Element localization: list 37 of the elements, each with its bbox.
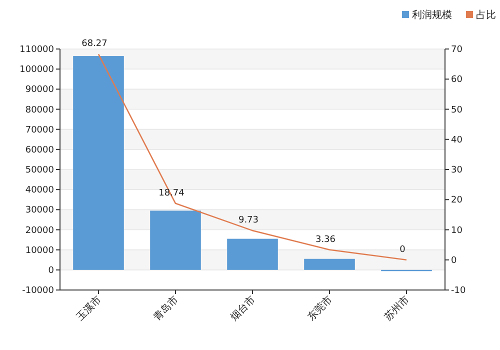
bar [150,210,201,270]
y2-tick-label: 70 [451,45,463,55]
y-tick-label: 50000 [25,166,54,176]
y-tick-label: 110000 [20,45,54,55]
bar [304,258,355,270]
bar [227,238,278,270]
y-tick-label: 80000 [25,105,54,116]
x-tick-label: 东莞市 [304,294,335,324]
y2-tick-label: 0 [451,256,457,266]
y2-tick-label: -10 [451,286,466,296]
x-tick-label: 苏州市 [382,294,412,324]
y2-tick-label: 10 [451,226,463,236]
y-tick-label: 40000 [25,186,54,196]
legend-label: 占比 [476,9,496,21]
y2-tick-label: 30 [451,166,463,176]
bar [73,56,124,270]
y-tick-label: -10000 [22,286,54,296]
data-label: 0 [400,244,406,255]
y-tick-label: 100000 [20,65,54,76]
data-label: 3.36 [315,234,336,245]
y-tick-label: 90000 [25,85,54,96]
data-label: 68.27 [82,39,108,50]
y-tick-label: 0 [48,266,54,276]
x-tick-label: 玉溪市 [74,294,104,324]
y2-tick-label: 40 [451,135,463,146]
y-tick-label: 70000 [25,125,54,136]
x-tick-label: 烟台市 [228,294,258,324]
legend-label: 利润规模 [412,9,452,21]
x-tick-label: 青岛市 [150,294,181,324]
y-tick-label: 60000 [25,145,54,156]
y2-tick-label: 20 [451,196,463,206]
y2-tick-label: 50 [451,105,463,116]
y-tick-label: 10000 [25,246,54,256]
y-tick-label: 30000 [25,206,54,216]
y-tick-label: 20000 [25,226,54,236]
data-label: 9.73 [238,216,259,226]
y2-tick-label: 60 [451,75,463,86]
